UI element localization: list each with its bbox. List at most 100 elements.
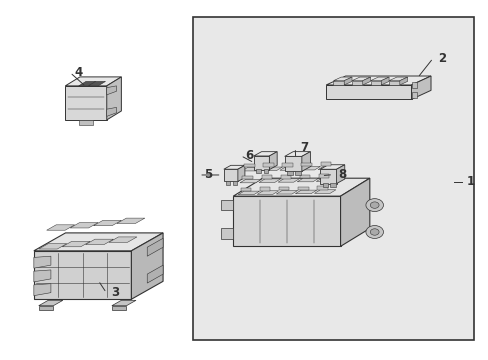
Text: 7: 7 bbox=[299, 141, 307, 154]
Bar bbox=[259, 187, 270, 191]
Polygon shape bbox=[46, 225, 75, 230]
Polygon shape bbox=[65, 77, 121, 86]
Bar bbox=[318, 174, 329, 178]
Polygon shape bbox=[242, 167, 263, 171]
Polygon shape bbox=[299, 166, 320, 170]
Polygon shape bbox=[297, 178, 318, 182]
Polygon shape bbox=[238, 191, 259, 195]
Polygon shape bbox=[340, 178, 369, 246]
Bar bbox=[263, 169, 268, 173]
Polygon shape bbox=[284, 156, 301, 171]
Polygon shape bbox=[325, 85, 411, 99]
Bar bbox=[282, 163, 292, 167]
Bar bbox=[225, 181, 230, 185]
Polygon shape bbox=[370, 77, 388, 81]
Polygon shape bbox=[388, 77, 407, 81]
Polygon shape bbox=[106, 107, 116, 116]
Polygon shape bbox=[62, 242, 90, 247]
Bar bbox=[278, 187, 289, 190]
Polygon shape bbox=[411, 92, 416, 98]
Polygon shape bbox=[85, 239, 113, 244]
Polygon shape bbox=[381, 77, 388, 85]
Polygon shape bbox=[240, 179, 261, 183]
Bar bbox=[263, 163, 273, 167]
Bar bbox=[295, 171, 300, 175]
Polygon shape bbox=[224, 169, 237, 181]
Polygon shape bbox=[318, 166, 339, 170]
Polygon shape bbox=[112, 300, 136, 306]
Circle shape bbox=[365, 226, 383, 238]
Polygon shape bbox=[112, 306, 126, 310]
Text: 6: 6 bbox=[245, 149, 253, 162]
Polygon shape bbox=[109, 237, 137, 242]
Polygon shape bbox=[411, 82, 416, 88]
Text: 8: 8 bbox=[337, 168, 346, 181]
Polygon shape bbox=[320, 169, 336, 184]
Polygon shape bbox=[362, 77, 370, 85]
Circle shape bbox=[365, 199, 383, 212]
Polygon shape bbox=[301, 152, 310, 171]
Polygon shape bbox=[224, 165, 244, 169]
Polygon shape bbox=[106, 77, 121, 120]
Polygon shape bbox=[269, 152, 277, 170]
Bar bbox=[280, 175, 291, 179]
Text: 2: 2 bbox=[437, 51, 445, 64]
Polygon shape bbox=[237, 165, 244, 181]
Polygon shape bbox=[39, 306, 53, 310]
Bar bbox=[316, 186, 327, 190]
Bar bbox=[242, 176, 253, 179]
Polygon shape bbox=[276, 190, 297, 194]
Bar bbox=[261, 175, 272, 179]
Bar bbox=[193, 17, 473, 339]
Polygon shape bbox=[233, 178, 369, 196]
Polygon shape bbox=[70, 222, 98, 228]
Bar bbox=[240, 188, 251, 191]
Polygon shape bbox=[88, 81, 105, 86]
Bar bbox=[322, 183, 327, 187]
Polygon shape bbox=[221, 228, 233, 239]
Polygon shape bbox=[316, 178, 337, 181]
Polygon shape bbox=[233, 196, 340, 246]
Polygon shape bbox=[93, 220, 121, 226]
Polygon shape bbox=[351, 77, 370, 81]
Polygon shape bbox=[34, 251, 131, 299]
Polygon shape bbox=[280, 167, 301, 170]
Polygon shape bbox=[147, 238, 163, 256]
Bar bbox=[301, 163, 311, 166]
Circle shape bbox=[369, 202, 378, 208]
Bar bbox=[256, 169, 261, 173]
Polygon shape bbox=[325, 76, 430, 85]
Polygon shape bbox=[131, 233, 163, 299]
Polygon shape bbox=[261, 167, 282, 171]
Bar bbox=[244, 164, 254, 167]
Polygon shape bbox=[399, 77, 407, 85]
Polygon shape bbox=[34, 284, 51, 296]
Text: 5: 5 bbox=[203, 168, 212, 181]
Bar bbox=[320, 162, 330, 166]
Polygon shape bbox=[106, 86, 116, 95]
Polygon shape bbox=[34, 270, 51, 282]
Polygon shape bbox=[79, 81, 96, 86]
Bar bbox=[299, 175, 310, 178]
Polygon shape bbox=[295, 190, 316, 194]
Polygon shape bbox=[284, 152, 310, 156]
Polygon shape bbox=[320, 165, 344, 169]
Polygon shape bbox=[351, 81, 362, 85]
Polygon shape bbox=[344, 77, 351, 85]
Polygon shape bbox=[336, 165, 344, 184]
Polygon shape bbox=[34, 233, 163, 251]
Polygon shape bbox=[253, 156, 269, 170]
Polygon shape bbox=[221, 200, 233, 211]
Bar bbox=[297, 186, 308, 190]
Polygon shape bbox=[388, 81, 399, 85]
Bar bbox=[287, 171, 292, 175]
Polygon shape bbox=[333, 77, 351, 81]
Text: 4: 4 bbox=[75, 66, 82, 79]
Bar bbox=[330, 183, 335, 187]
Text: 3: 3 bbox=[111, 287, 119, 300]
Bar bbox=[232, 181, 237, 185]
Polygon shape bbox=[259, 179, 280, 183]
Polygon shape bbox=[147, 265, 163, 283]
Polygon shape bbox=[253, 152, 277, 156]
Polygon shape bbox=[278, 179, 299, 182]
